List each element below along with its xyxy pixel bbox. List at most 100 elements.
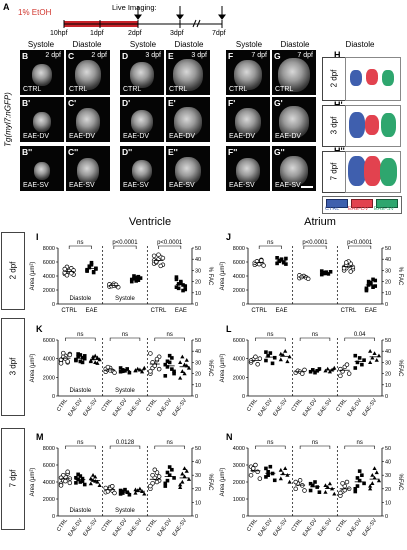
y2-tick-label: 20 [195, 280, 201, 286]
significance-label: ns [77, 240, 83, 246]
data-point-ctrl [154, 356, 160, 362]
data-point-eae-dv [167, 360, 172, 365]
image-condition-label: EAE-SV [23, 182, 49, 189]
data-point-eae [87, 264, 92, 268]
x-tick-label: EAE [275, 308, 287, 314]
data-point-eae [91, 270, 96, 274]
data-point-eae-sv [278, 351, 283, 356]
image-panel-label: B [22, 51, 29, 61]
image-condition-label: EAE-SV [123, 182, 149, 189]
x-tick-label: EAE-SV [127, 397, 144, 417]
x-tick-label: CTRL [145, 398, 158, 413]
data-point-ctrl [261, 263, 266, 268]
data-point-eae-dv [272, 478, 277, 483]
chart-panel-label: K [36, 324, 43, 334]
y2-tick-label: 20 [385, 280, 391, 286]
data-point-eae [364, 287, 369, 292]
data-point-ctrl [110, 483, 115, 489]
chart-panel-label: J [226, 232, 231, 242]
image-stage-label: 7 dpf [297, 52, 313, 59]
data-point-eae-dv [78, 359, 83, 364]
data-point-ctrl [341, 265, 347, 271]
image-panel-label: E [168, 51, 174, 61]
data-point-eae [373, 284, 378, 288]
data-point-eae-dv [167, 353, 172, 358]
y2-tick-label: 0 [385, 394, 388, 400]
section-title-atrium: Atrium [304, 216, 336, 228]
data-point-eae-dv [360, 362, 364, 367]
col-header-systole-7dpf: Systole [235, 40, 263, 49]
data-point-eae-dv [353, 366, 358, 370]
image-panel-label: F' [228, 98, 236, 108]
data-point-eae-dv [355, 484, 360, 488]
data-point-eae-dv [270, 361, 275, 366]
chart-k: K 0 2000 4000 6000 0 10 20 30 40 50 Area (μm²) %FAC C… [30, 324, 213, 418]
x-tick-label: EAE-SV [362, 397, 379, 417]
y2-tick-label: 40 [195, 349, 201, 355]
y2-tick-label: 50 [385, 338, 391, 344]
heart-image-gp: G' EAE-DV [272, 97, 316, 142]
image-stage-label: 3 dpf [191, 52, 207, 59]
heart-blob [174, 106, 202, 137]
image-panel-label: C' [68, 98, 77, 108]
heart-blob [279, 105, 309, 138]
image-condition-label: CTRL [69, 86, 88, 93]
y-tick-label: 2000 [233, 480, 245, 486]
chart-n: N 0 1000 2000 3000 4000 0 10 20 30 40 50 Area (μm²)%… [220, 432, 403, 538]
significance-bracket [348, 245, 372, 249]
data-point-ctrl [259, 258, 264, 263]
y2-axis-label: %FAC [397, 359, 403, 377]
data-point-eae [129, 277, 134, 282]
data-point-eae-dv [76, 472, 80, 477]
data-point-eae [134, 275, 138, 280]
heart-image-ep: E' EAE-DV [166, 97, 210, 142]
data-point-eae-dv [76, 355, 80, 359]
y-tick-label: 0 [242, 394, 245, 400]
x-tick-label: EAE [175, 308, 187, 314]
data-point-eae-dv [165, 359, 170, 364]
x-tick-label: EAE-SV [317, 517, 334, 537]
data-point-ctrl [338, 490, 343, 496]
image-panel-label: B'' [22, 147, 33, 157]
y-tick-label: 6000 [43, 463, 55, 469]
y2-tick-label: 10 [195, 291, 201, 297]
data-point-ctrl [255, 362, 260, 367]
data-point-eae-sv [376, 478, 382, 483]
x-tick-label: EAE-SV [82, 397, 99, 417]
data-point-eae-sv [186, 477, 192, 481]
data-point-eae-sv [323, 483, 328, 487]
data-point-ctrl [113, 282, 119, 287]
data-point-eae-dv [82, 354, 87, 358]
col-header-diastole-7dpf: Diastole [280, 40, 310, 49]
significance-bracket [344, 337, 375, 341]
significance-label: ns [166, 332, 172, 338]
image-condition-label: EAE-SV [69, 182, 95, 189]
x-tick-label: EAE-SV [317, 397, 334, 417]
data-point-eae [132, 274, 136, 278]
significance-label: 0.04 [354, 332, 366, 338]
heart-blob [76, 107, 100, 136]
y-tick-label: 2000 [43, 375, 55, 381]
ctrl-outline [349, 112, 365, 138]
y2-tick-label: 10 [385, 383, 391, 389]
image-stage-label: 2 dpf [45, 52, 61, 59]
data-point-eae-sv [93, 474, 98, 479]
data-point-eae-sv [88, 358, 93, 363]
data-point-ctrl [160, 255, 166, 261]
data-point-eae-dv [163, 481, 168, 486]
y2-tick-label: 20 [385, 487, 391, 493]
y2-tick-label: 0 [195, 302, 198, 308]
dv-outline [364, 156, 381, 186]
legend-swatch-sv [376, 199, 398, 208]
data-point-ctrl [60, 350, 66, 356]
heart-blob [131, 109, 153, 134]
data-point-eae-dv [266, 354, 270, 358]
h-tag-3dpf: 3 dpf [322, 105, 346, 147]
data-point-ctrl [257, 476, 263, 481]
data-point-eae-dv [355, 476, 360, 480]
data-point-eae [136, 278, 141, 282]
data-point-eae-dv [264, 466, 268, 471]
y-tick-label: 8000 [43, 246, 55, 252]
significance-label: ns [166, 440, 172, 446]
data-point-eae [324, 270, 328, 274]
